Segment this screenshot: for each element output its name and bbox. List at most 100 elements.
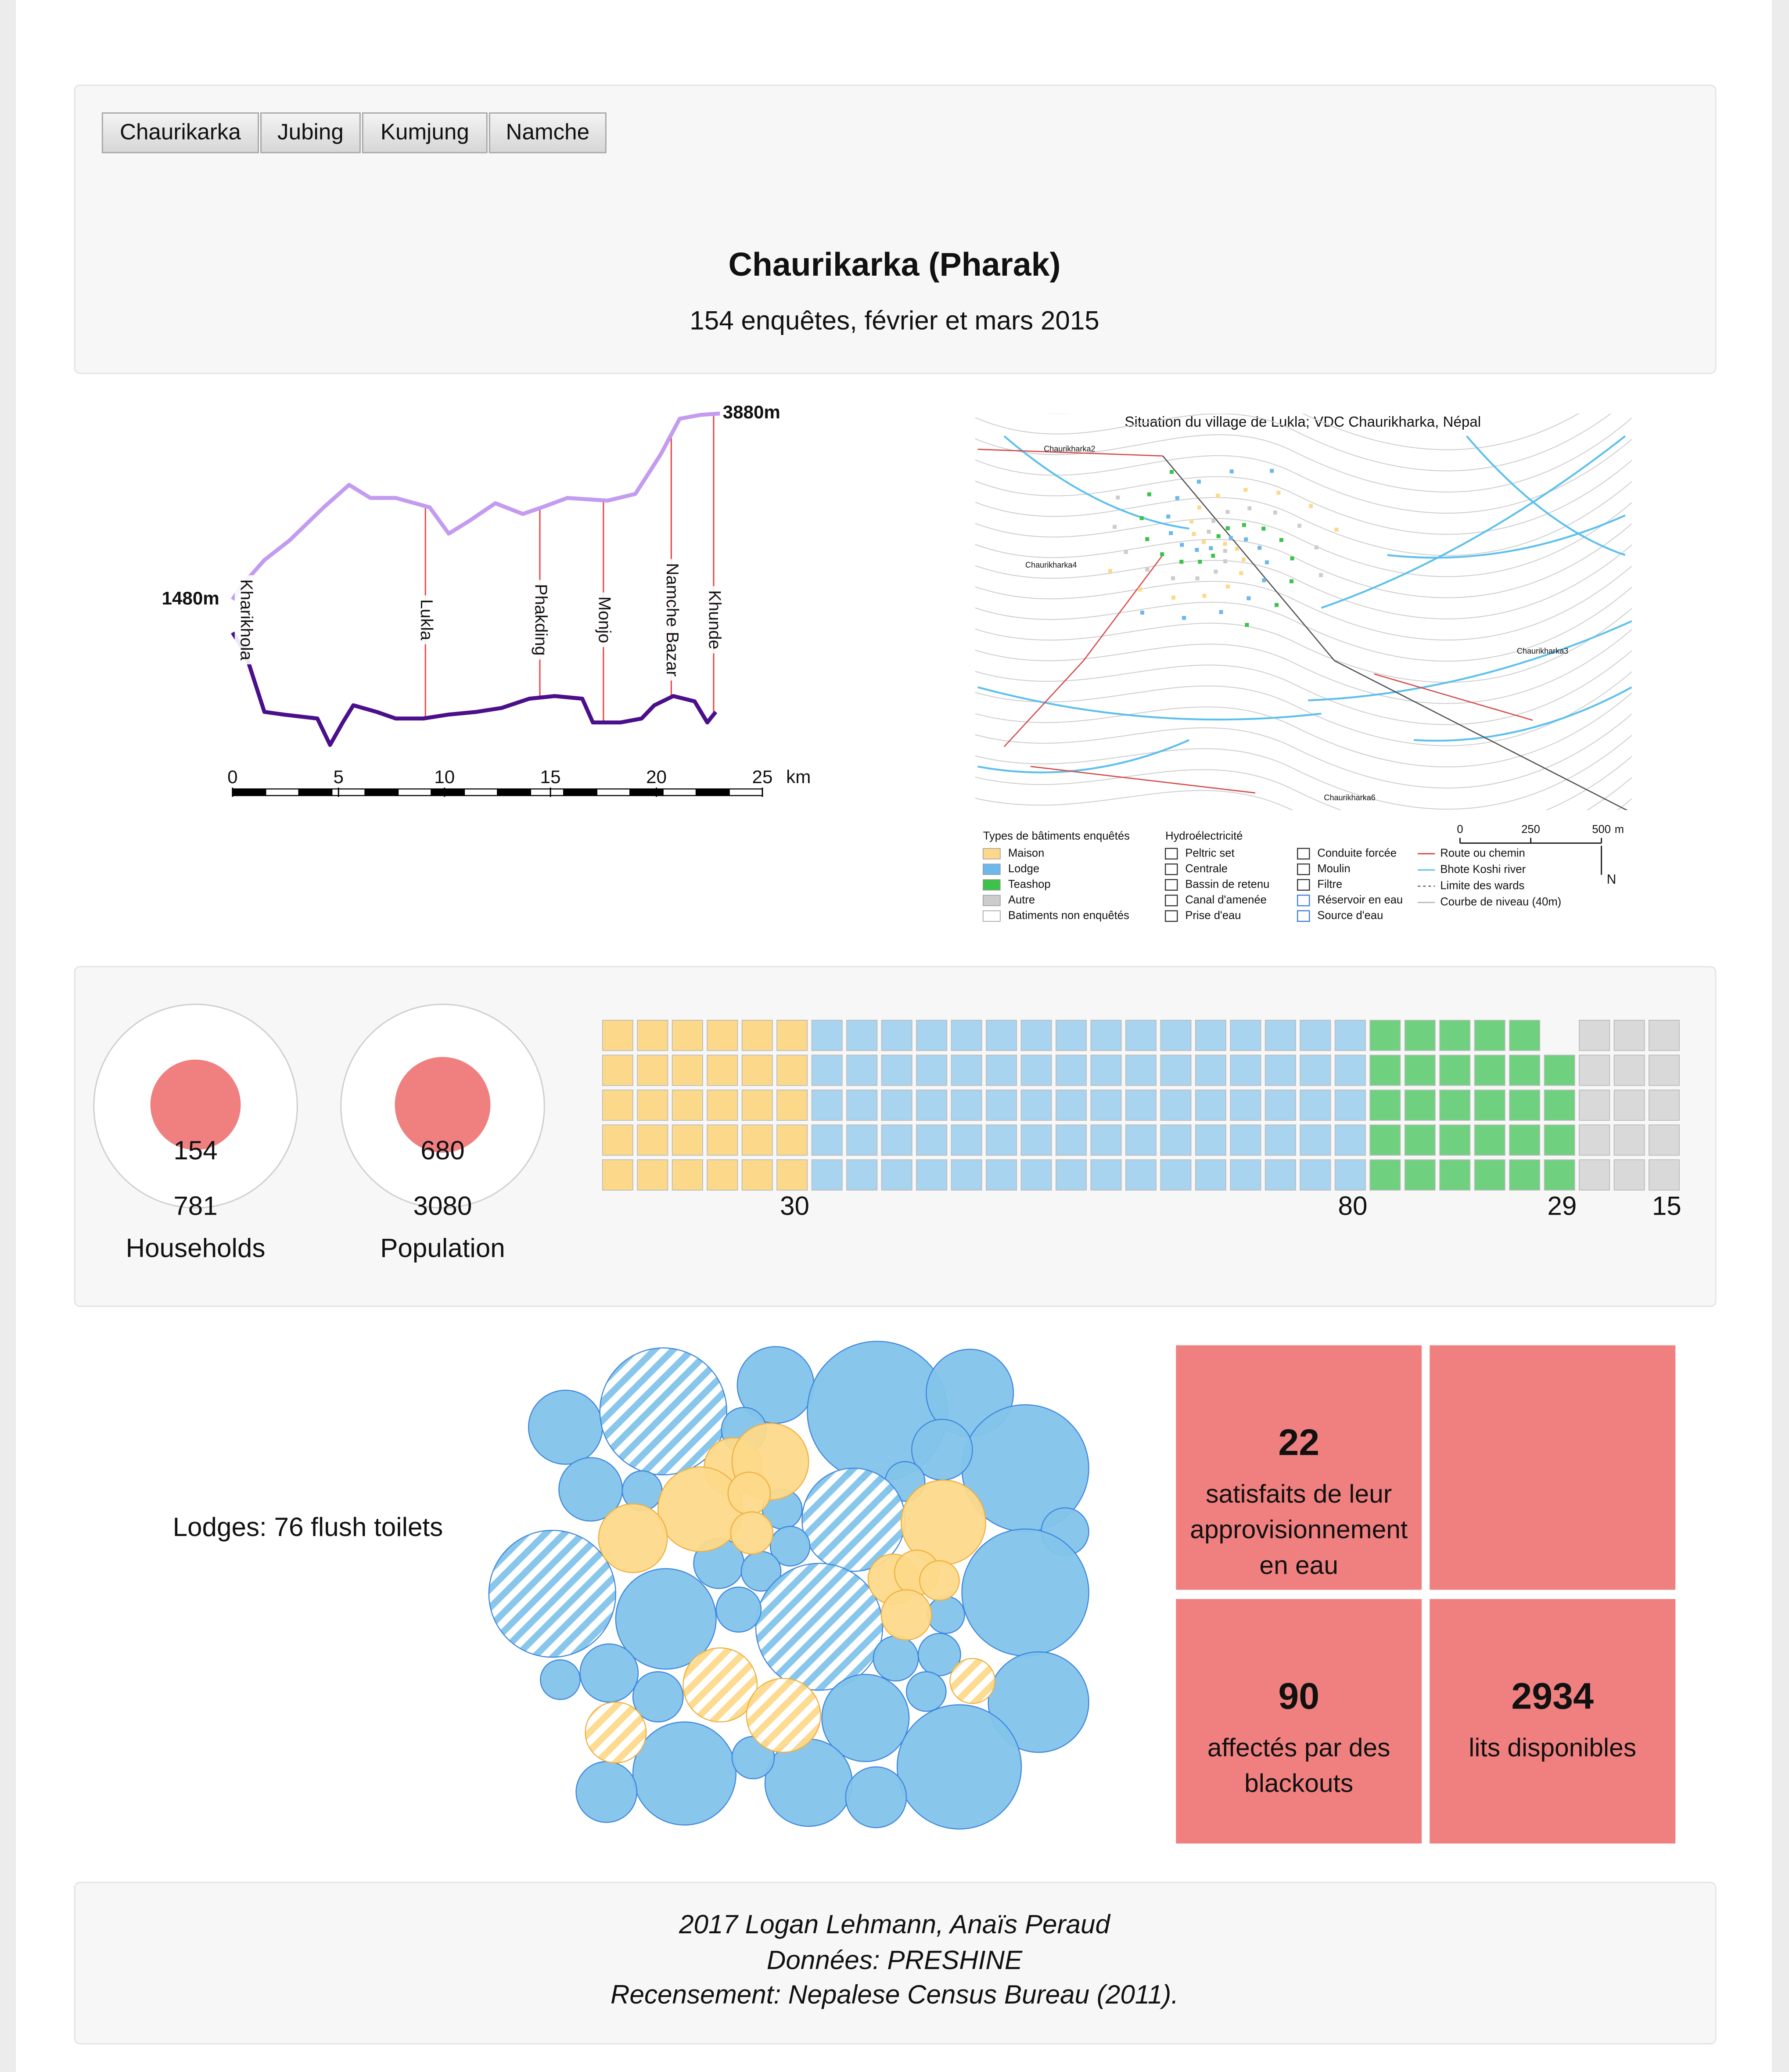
bubble [905,1671,947,1712]
waffle-cell [986,1159,1017,1191]
north-label: N [1607,872,1617,887]
waffle-cell [1334,1124,1366,1156]
waffle-cell [1474,1020,1505,1051]
waffle-cell [1613,1020,1645,1051]
tab-background [101,112,259,154]
tab-button[interactable]: Chaurikarka [101,112,259,154]
waffle-cell [1160,1159,1192,1191]
legend-icon [1164,863,1178,875]
waffle-cell [811,1020,843,1051]
footer-panel [74,1881,1717,2045]
waffle-cell [1613,1159,1645,1191]
tab-label[interactable]: Namche [506,119,590,144]
waffle-label: 80 [1338,1191,1368,1220]
waffle-cell [707,1159,738,1191]
waffle-cell [1265,1159,1296,1191]
waffle-cell [1474,1090,1505,1121]
waffle-cell [672,1020,703,1051]
waffle-cell [846,1054,878,1086]
waffle-cell [1300,1159,1331,1191]
inner-circle [395,1057,491,1153]
waffle-cell [1020,1090,1052,1121]
waffle-cell [741,1090,773,1121]
waffle-cell [707,1054,738,1086]
waffle-cell [1439,1124,1471,1156]
tab-button[interactable]: Jubing [260,112,361,154]
waffle-cell [1544,1159,1575,1191]
tab-label[interactable]: Kumjung [381,119,469,144]
waffle-cell [1613,1090,1645,1121]
tab-button[interactable]: Kumjung [362,112,488,154]
map-building [1169,470,1174,474]
map-building [1241,557,1246,561]
profile-line [231,411,720,601]
waffle-cell [672,1054,703,1086]
waffle-cell [1020,1020,1052,1051]
waffle-cell [1056,1020,1087,1051]
tab-button[interactable]: Namche [489,112,607,154]
map-scale-label: 500 [1592,823,1611,835]
map-building [1113,525,1117,529]
contour-line [975,608,1632,683]
river-line [1414,686,1632,742]
map-scale-unit: m [1615,823,1624,835]
bubble [585,1701,647,1764]
place-label-bg [415,595,436,644]
tab-label[interactable]: Jubing [277,119,344,144]
waffle-cell [1125,1124,1157,1156]
legend-label: Lodge [1008,863,1039,875]
bubble [961,1528,1089,1657]
map-building [1147,492,1151,496]
map-building [1202,594,1207,598]
waffle-cell [1509,1020,1541,1051]
waffle-cell [916,1020,948,1051]
waffle-cell [1404,1090,1436,1121]
waffle-cell [1300,1090,1331,1121]
legend-label: Bhote Koshi river [1440,863,1526,875]
tab-label[interactable]: Chaurikarka [120,119,241,144]
waffle-cell [637,1159,668,1191]
waffle-cell [741,1159,773,1191]
waffle-cell [1544,1124,1575,1156]
legend-icon [1297,879,1310,891]
stat-value: 22 [1278,1422,1320,1463]
waffle-cell [1300,1054,1331,1086]
waffle-cell [1090,1090,1122,1121]
waffle-cell [1509,1054,1541,1086]
map-building [1289,579,1293,583]
waffle-cell [637,1054,668,1086]
map-ward-label: Chaurikharka6 [1324,793,1375,802]
waffle-cell [1056,1090,1087,1121]
waffle-cell [881,1090,912,1121]
waffle-cell [672,1159,703,1191]
map-scale-label: 250 [1521,823,1540,835]
place-label-group: Lukla [415,595,436,644]
legend-label: Bassin de retenu [1185,878,1269,891]
waffle-cell [846,1124,878,1156]
contour-line [975,586,1632,662]
legend-swatch [982,848,1001,860]
contour-line [975,565,1632,641]
map-building [1242,523,1246,527]
waffle-cell [776,1159,808,1191]
waffle-cell [776,1054,808,1086]
road-line [1162,455,1335,662]
map-building [1270,469,1274,473]
bubble [769,1525,811,1567]
waffle-cell [1195,1159,1226,1191]
waffle-cell [1579,1054,1610,1086]
waffle-cell [776,1090,808,1121]
waffle-cell [951,1159,982,1191]
waffle-cell [1404,1124,1436,1156]
map-building [1229,536,1233,540]
scale-bar-segment [463,788,498,796]
legend-label: Maison [1008,847,1044,859]
stat-label: lits disponibles [1469,1734,1637,1763]
waffle-cell [916,1090,948,1121]
waffle-cell [811,1124,843,1156]
scale-bar-segment [331,788,366,796]
waffle-cell [602,1124,633,1156]
waffle-cell [602,1159,633,1191]
